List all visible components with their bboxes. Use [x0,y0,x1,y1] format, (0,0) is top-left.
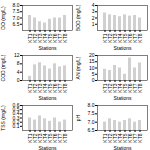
svg-text:KT4: KT4 [116,83,123,93]
svg-text:KT8: KT8 [62,83,68,92]
svg-text:0: 0 [17,77,20,83]
svg-text:4: 4 [92,2,95,8]
svg-text:COD (mg/L): COD (mg/L) [0,54,6,81]
svg-text:KT5: KT5 [46,83,53,93]
svg-text:KT3: KT3 [111,83,118,93]
svg-text:1: 1 [92,21,95,27]
svg-text:Stations: Stations [38,145,57,150]
svg-text:KT3: KT3 [36,133,43,143]
svg-text:2: 2 [92,15,95,21]
svg-text:0.6: 0.6 [13,102,20,108]
svg-text:KT8: KT8 [62,33,68,42]
svg-text:TSS (mg/L): TSS (mg/L) [0,105,6,131]
svg-text:KT3: KT3 [36,33,43,43]
svg-text:10: 10 [89,65,95,71]
svg-text:DO (mg/L): DO (mg/L) [0,6,6,30]
svg-text:KT5: KT5 [121,133,128,143]
svg-text:KT2: KT2 [106,33,113,43]
svg-text:6.5: 6.5 [13,21,20,27]
svg-text:KT6: KT6 [51,83,58,93]
svg-text:KT2: KT2 [106,83,113,93]
svg-text:KT7: KT7 [56,83,63,93]
svg-text:4: 4 [17,69,20,75]
svg-text:KT8: KT8 [137,83,143,92]
svg-text:KT2: KT2 [31,83,38,93]
svg-text:KT4: KT4 [41,83,48,93]
svg-text:KT6: KT6 [126,83,133,93]
svg-text:15: 15 [89,58,95,64]
svg-text:0.2: 0.2 [12,118,20,125]
svg-text:0.4: 0.4 [12,110,20,117]
svg-text:0.5: 0.5 [12,106,20,113]
svg-text:0: 0 [92,77,95,83]
svg-text:5: 5 [92,71,95,77]
svg-text:KT5: KT5 [121,33,128,43]
svg-text:7.0: 7.0 [88,119,95,125]
svg-text:KT7: KT7 [131,133,138,143]
svg-text:KT1: KT1 [101,33,108,43]
svg-text:AN (mg/L): AN (mg/L) [75,56,81,79]
svg-text:KT7: KT7 [131,83,138,93]
svg-text:KT1: KT1 [101,133,108,143]
svg-text:KT1: KT1 [26,33,33,43]
svg-text:0.1: 0.1 [12,122,20,129]
svg-text:7.5: 7.5 [88,110,95,116]
svg-text:KT6: KT6 [126,33,133,43]
svg-text:6.5: 6.5 [88,127,95,133]
svg-text:KT1: KT1 [26,83,33,93]
svg-text:KT3: KT3 [111,133,118,143]
svg-text:KT7: KT7 [131,33,138,43]
svg-text:KT6: KT6 [126,133,133,143]
svg-text:pH: pH [75,114,81,121]
svg-text:KT4: KT4 [41,133,48,143]
svg-text:KT1: KT1 [101,83,108,93]
svg-text:KT3: KT3 [36,83,43,93]
svg-text:KT4: KT4 [116,33,123,43]
svg-text:8: 8 [17,60,20,66]
svg-text:KT5: KT5 [46,33,53,43]
svg-text:KT6: KT6 [51,133,58,143]
svg-text:KT4: KT4 [116,133,123,143]
svg-text:KT8: KT8 [137,33,143,42]
svg-text:8.0: 8.0 [13,2,20,8]
svg-text:7.0: 7.0 [13,15,20,21]
svg-text:KT2: KT2 [106,133,113,143]
svg-text:12: 12 [14,52,20,58]
svg-text:KT1: KT1 [26,133,33,143]
svg-text:8.0: 8.0 [88,102,95,108]
svg-text:7.5: 7.5 [13,8,20,14]
svg-text:KT2: KT2 [31,33,38,43]
svg-text:KT4: KT4 [41,33,48,43]
svg-text:KT7: KT7 [56,133,63,143]
svg-text:Stations: Stations [113,145,132,150]
svg-text:KT6: KT6 [51,33,58,43]
svg-text:3: 3 [92,8,95,14]
svg-text:KT3: KT3 [111,33,118,43]
svg-text:KT8: KT8 [137,133,143,142]
svg-text:KT7: KT7 [56,33,63,43]
svg-text:BOD (mg/L): BOD (mg/L) [75,4,81,31]
svg-text:KT8: KT8 [62,133,68,142]
svg-text:20: 20 [89,52,95,58]
svg-text:KT2: KT2 [31,133,38,143]
svg-text:KT5: KT5 [121,83,128,93]
svg-text:0.3: 0.3 [12,114,20,121]
svg-text:KT5: KT5 [46,133,53,143]
